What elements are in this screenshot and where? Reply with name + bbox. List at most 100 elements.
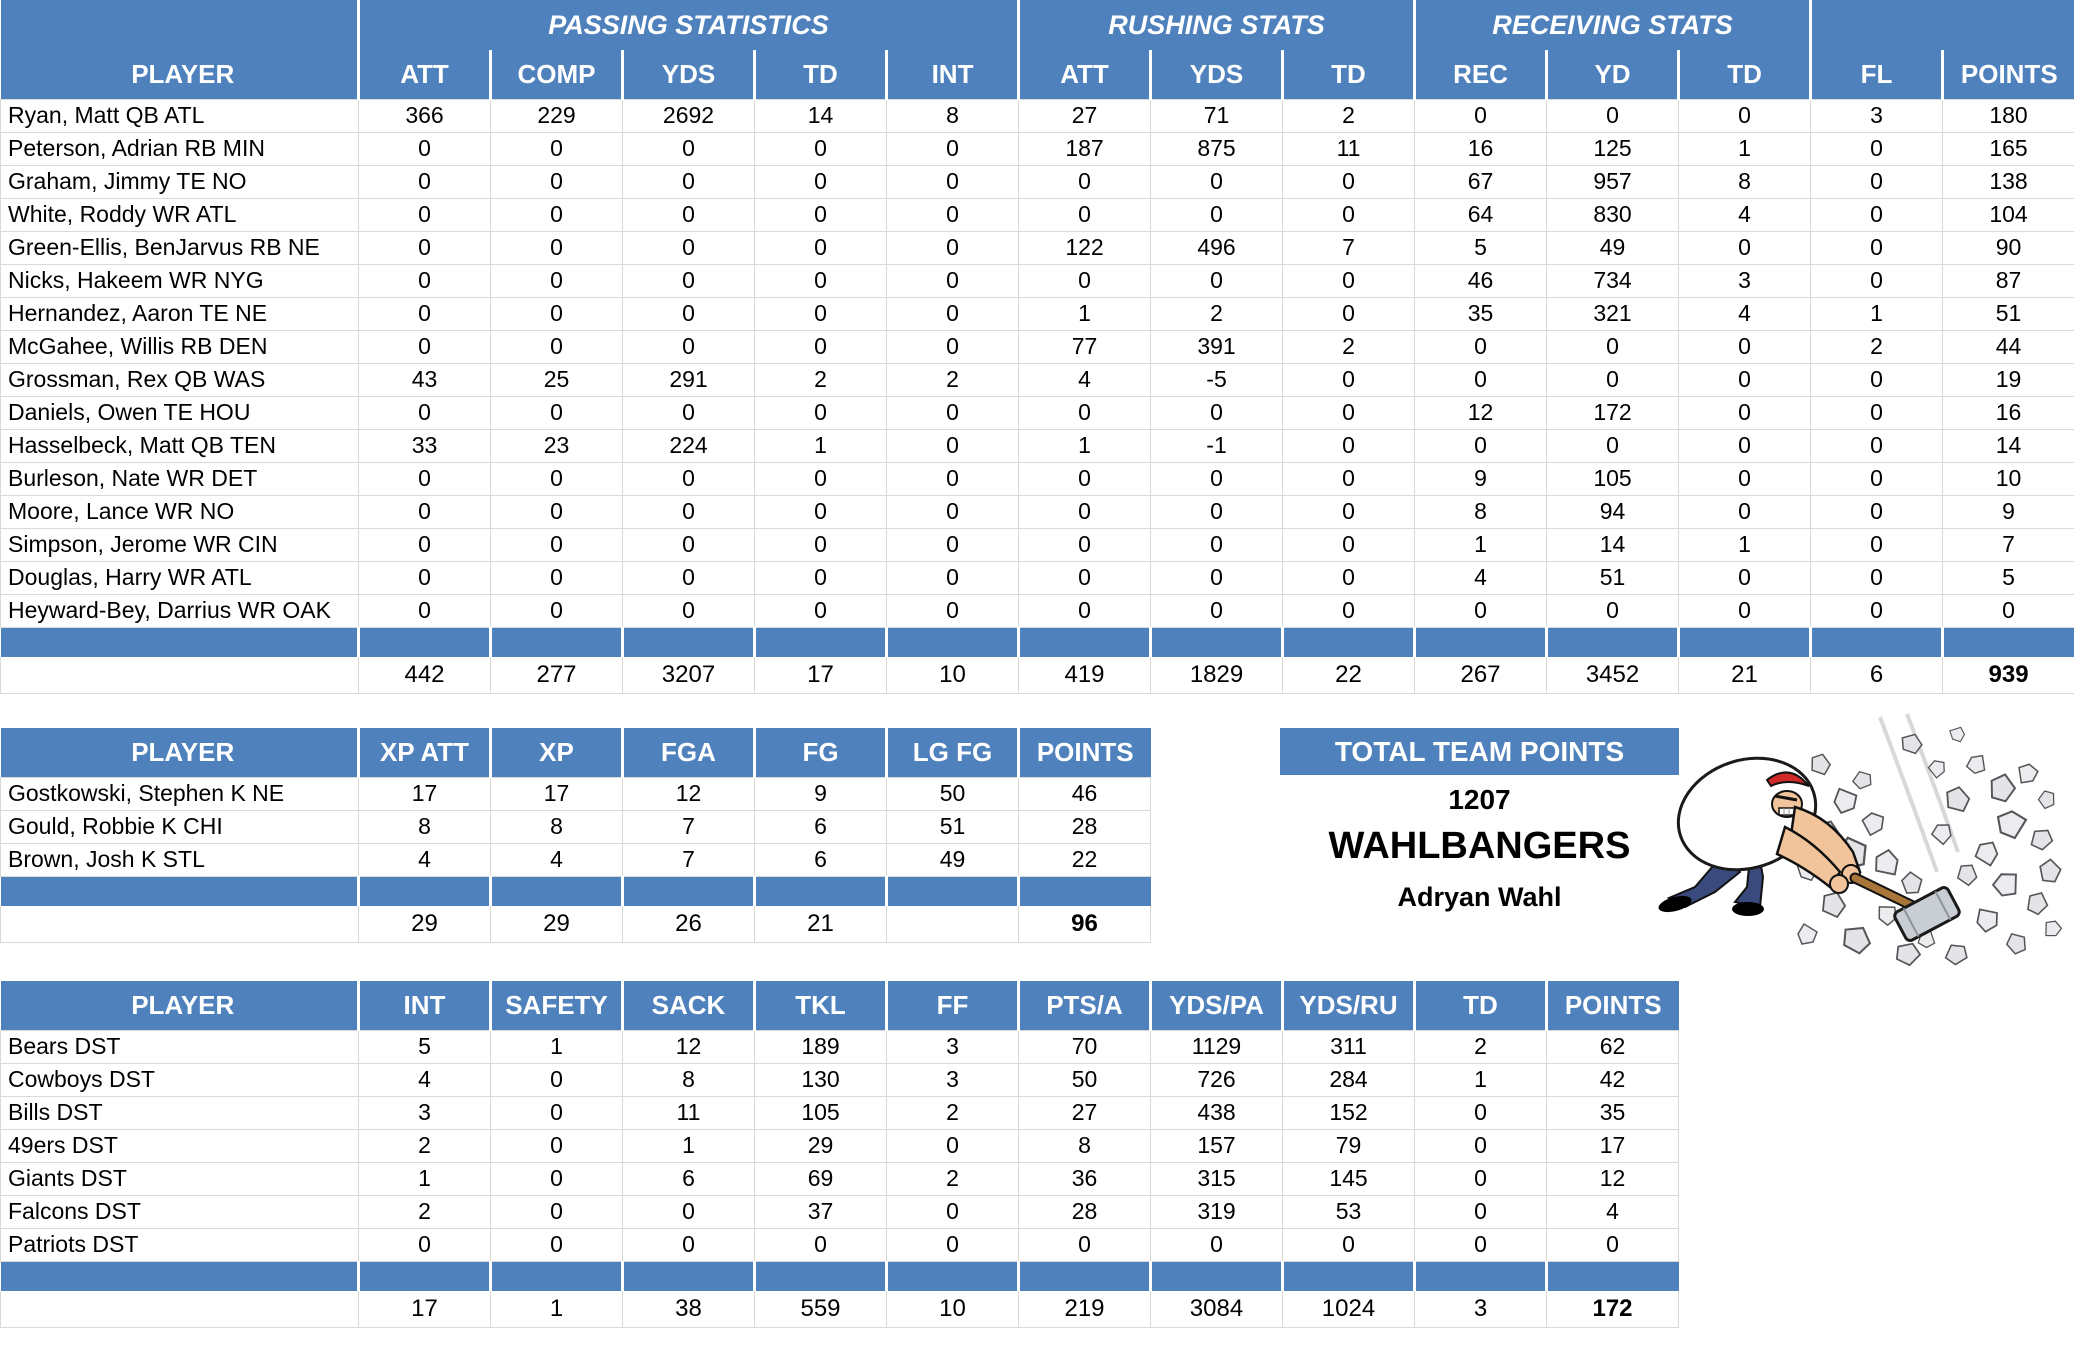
stat-cell: 7: [622, 842, 755, 877]
stat-cell: 0: [622, 593, 755, 628]
stat-cell: 4: [1678, 197, 1812, 232]
stat-cell: 0: [1150, 164, 1284, 199]
stat-cell: 1: [1678, 527, 1812, 562]
total-cell: 29: [490, 906, 623, 943]
stat-cell: 0: [1150, 1227, 1283, 1262]
total-cell: 17: [754, 657, 887, 694]
player-cell: White, Roddy WR ATL: [0, 197, 359, 232]
stat-cell: 6: [622, 1161, 755, 1196]
column-header: TD: [1281, 50, 1415, 99]
stat-cell: 4: [1678, 296, 1812, 331]
stat-cell: 12: [1546, 1161, 1679, 1196]
total-cell: 38: [622, 1291, 755, 1328]
group-header: PASSING STATISTICS: [356, 0, 1019, 50]
table-row: Hernandez, Aaron TE NE 0 0 0 0 0 1 2 0 35 321 4 1 51: [0, 296, 2074, 331]
stat-cell: 0: [1414, 428, 1548, 463]
total-cell: 21: [754, 906, 887, 943]
stat-cell: 9: [754, 776, 887, 811]
stat-cell: 0: [358, 263, 491, 298]
total-cell: 419: [1018, 657, 1152, 694]
stat-cell: 0: [754, 164, 887, 199]
stat-cell: 0: [1414, 1194, 1547, 1229]
stat-cell: 0: [490, 593, 623, 628]
stat-cell: 22: [1018, 842, 1151, 877]
stat-cell: 8: [1018, 1128, 1151, 1163]
stat-cell: 9: [1942, 494, 2074, 529]
stat-cell: 187: [1018, 131, 1152, 166]
stat-cell: 1: [1678, 131, 1812, 166]
stat-cell: 16: [1414, 131, 1548, 166]
stat-cell: 1: [754, 428, 887, 463]
stat-cell: 165: [1942, 131, 2074, 166]
stat-cell: 0: [1018, 560, 1152, 595]
stat-cell: 0: [885, 494, 1020, 529]
stat-cell: 0: [1678, 395, 1812, 430]
stat-cell: 5: [1414, 230, 1548, 265]
stat-cell: 0: [754, 329, 887, 364]
stat-cell: 14: [1546, 527, 1680, 562]
separator-row: [0, 1261, 1679, 1291]
stat-cell: 0: [1678, 98, 1812, 133]
stat-cell: 3: [886, 1062, 1019, 1097]
stat-cell: 0: [754, 230, 887, 265]
stat-cell: 366: [358, 98, 491, 133]
stat-cell: 0: [885, 296, 1020, 331]
stat-cell: 2: [358, 1128, 491, 1163]
column-header: YDS/RU: [1281, 981, 1415, 1030]
stat-cell: 0: [1018, 494, 1152, 529]
stat-cell: 8: [1414, 494, 1548, 529]
column-header-row: PLAYER ATT COMP YDS TD INT ATT YDS TD REC YD TD FL PO…: [0, 50, 2074, 99]
stat-cell: 0: [754, 560, 887, 595]
stat-cell: 0: [1546, 362, 1680, 397]
stat-cell: 35: [1546, 1095, 1679, 1130]
stat-cell: 830: [1546, 197, 1680, 232]
stat-cell: 33: [358, 428, 491, 463]
stat-cell: 0: [358, 230, 491, 265]
total-cell: 442: [358, 657, 491, 694]
player-cell: Brown, Josh K STL: [0, 842, 359, 877]
player-column-header: PLAYER: [0, 981, 359, 1030]
stat-cell: 27: [1018, 1095, 1151, 1130]
stat-cell: 0: [1282, 494, 1416, 529]
stat-cell: 0: [622, 131, 755, 166]
table-row: Moore, Lance WR NO 0 0 0 0 0 0 0 0 8 94 0 0 9: [0, 494, 2074, 529]
stat-cell: 0: [1546, 1227, 1679, 1262]
stat-cell: 391: [1150, 329, 1284, 364]
column-header: REC: [1413, 50, 1547, 99]
stat-cell: 0: [1282, 263, 1416, 298]
stat-cell: 0: [754, 593, 887, 628]
stat-cell: 0: [622, 494, 755, 529]
column-header: YDS: [621, 50, 755, 99]
stat-cell: 87: [1942, 263, 2074, 298]
group-header: RECEIVING STATS: [1413, 0, 1811, 50]
stat-cell: 0: [622, 164, 755, 199]
stat-cell: 4: [1414, 560, 1548, 595]
stat-cell: 5: [358, 1029, 491, 1064]
total-cell: 96: [1018, 906, 1151, 943]
stat-cell: 8: [358, 809, 491, 844]
stat-cell: 0: [754, 1227, 887, 1262]
player-cell: Cowboys DST: [0, 1062, 359, 1097]
total-cell: 22: [1282, 657, 1416, 694]
table-row: Cowboys DST 4 0 8 130 3 50 726 284 1 42: [0, 1062, 1679, 1097]
separator-row: [0, 627, 2074, 657]
stat-cell: 8: [885, 98, 1020, 133]
stat-cell: 105: [1546, 461, 1680, 496]
stat-cell: 0: [1810, 164, 1944, 199]
stat-cell: 284: [1282, 1062, 1415, 1097]
stat-cell: 0: [754, 461, 887, 496]
stat-cell: 7: [1282, 230, 1416, 265]
player-cell: Ryan, Matt QB ATL: [0, 98, 359, 133]
stat-cell: 0: [490, 1161, 623, 1196]
table-row: Falcons DST 2 0 0 37 0 28 319 53 0 4: [0, 1194, 1679, 1229]
stat-cell: 145: [1282, 1161, 1415, 1196]
stat-cell: -1: [1150, 428, 1284, 463]
stat-cell: 0: [885, 395, 1020, 430]
player-cell: Daniels, Owen TE HOU: [0, 395, 359, 430]
stat-cell: 957: [1546, 164, 1680, 199]
hammer-head: [1893, 886, 1961, 942]
table-row: Patriots DST 0 0 0 0 0 0 0 0 0 0: [0, 1227, 1679, 1262]
table-row: Douglas, Harry WR ATL 0 0 0 0 0 0 0 0 4 51 0 0 5: [0, 560, 2074, 595]
table-row: Heyward-Bey, Darrius WR OAK 0 0 0 0 0 0 0 0 0 0 0 0 0: [0, 593, 2074, 628]
stat-cell: 0: [1678, 461, 1812, 496]
